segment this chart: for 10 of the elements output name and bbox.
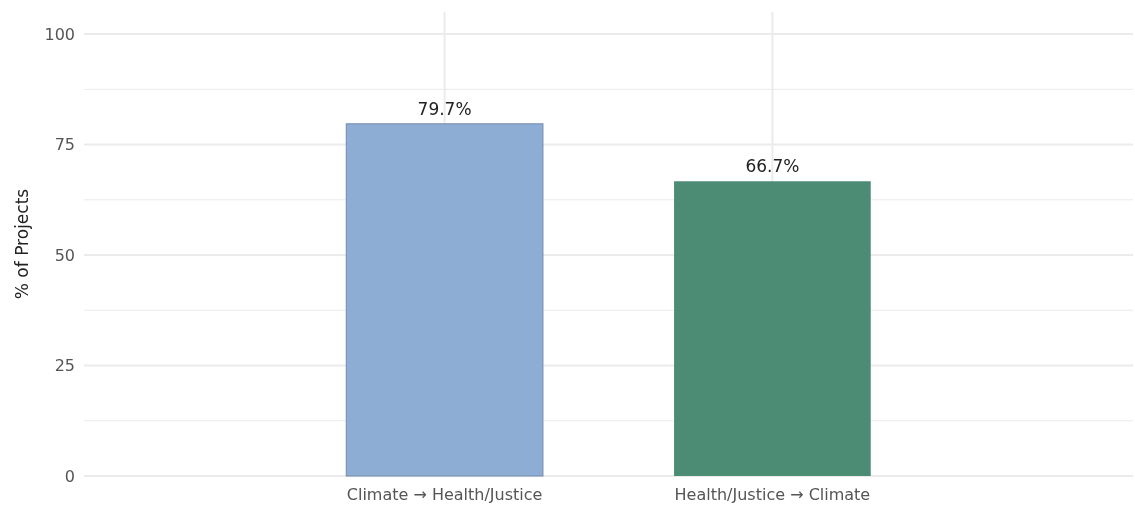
data-label: 79.7% xyxy=(417,98,472,119)
y-tick-label: 75 xyxy=(54,135,75,155)
y-tick-label: 50 xyxy=(54,245,75,265)
y-tick-label: 100 xyxy=(44,24,75,44)
y-tick-label: 25 xyxy=(54,356,75,376)
x-tick-label: Climate → Health/Justice xyxy=(346,485,543,504)
y-tick-label: 0 xyxy=(64,466,75,486)
data-label: 66.7% xyxy=(745,156,800,177)
x-tick-label: Health/Justice → Climate xyxy=(674,485,871,504)
y-axis-title: % of Projects xyxy=(12,188,32,300)
